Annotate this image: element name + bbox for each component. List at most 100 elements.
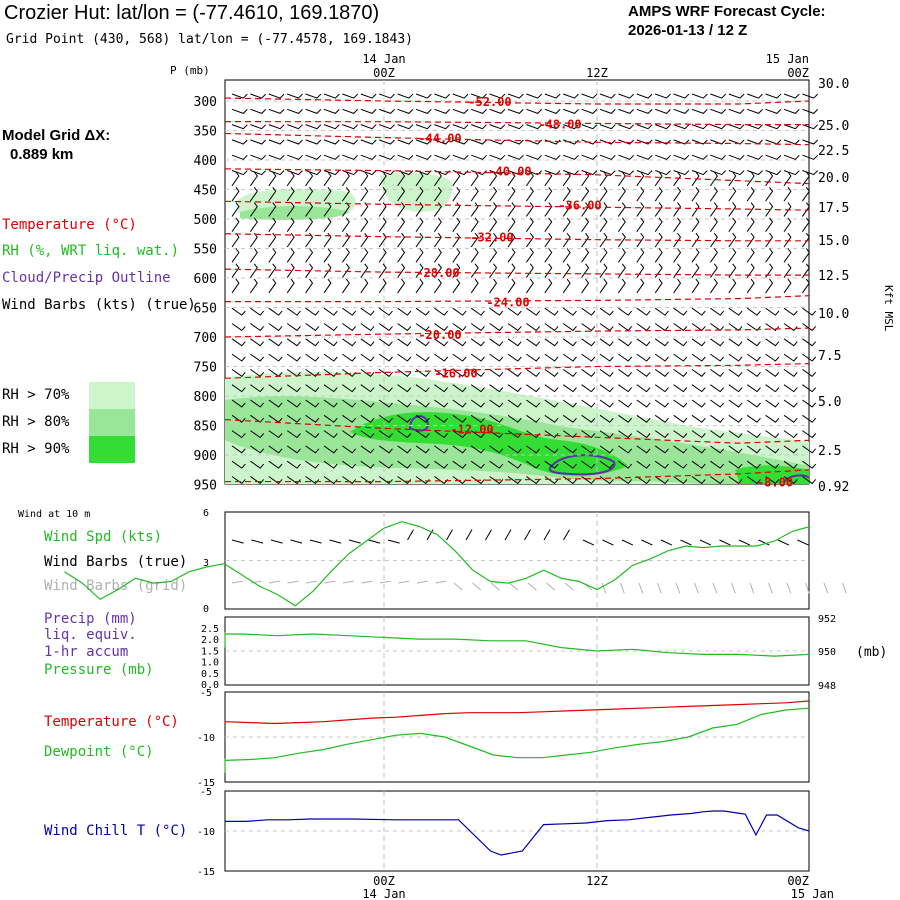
- wind-barb: [489, 170, 506, 176]
- wind-barb: [268, 384, 283, 393]
- wind-barb: [286, 171, 295, 187]
- wind-barb: [801, 263, 810, 278]
- wind-barb: [305, 414, 320, 423]
- wind-barb: [489, 187, 498, 202]
- wind-barb-grid: [268, 580, 280, 584]
- wind-barb: [802, 353, 817, 362]
- pressure-tick-450: 450: [194, 184, 217, 199]
- wind-barb: [433, 217, 442, 232]
- wind-barb: [544, 353, 559, 362]
- wind-barb: [360, 307, 375, 316]
- wind-barb: [544, 460, 559, 469]
- wind-barb: [526, 323, 541, 332]
- wind-barb: [250, 445, 265, 454]
- wind-barb-grid: [490, 582, 500, 591]
- wind-barb: [231, 170, 248, 176]
- wind-barb: [673, 323, 688, 332]
- wind-barb: [507, 108, 524, 114]
- wind-barb: [544, 202, 553, 217]
- wind-barb: [489, 154, 506, 160]
- pressure-unit-label: (mb): [856, 645, 887, 660]
- wind-barb: [287, 93, 303, 99]
- wind-barb: [378, 476, 393, 485]
- wind-barb: [765, 384, 780, 393]
- wind-barb: [526, 124, 543, 130]
- wind-barb: [654, 414, 669, 423]
- wind-chill-panel: -5 -10 -15: [197, 787, 810, 878]
- wind-barb: [562, 445, 577, 454]
- wind-barb: [452, 368, 467, 377]
- precip-tick-1.5: 1.5: [201, 646, 219, 657]
- wind-barb: [526, 399, 541, 408]
- wind-barb: [250, 338, 265, 347]
- wind-barb: [379, 93, 395, 99]
- wind-barb: [415, 353, 430, 362]
- wind-barb: [746, 263, 755, 278]
- wind-barb: [599, 232, 608, 248]
- pressure-tick-750: 750: [194, 361, 217, 376]
- temperature-contour--20: [224, 327, 810, 338]
- wind-barb: [599, 187, 608, 202]
- wind-barb: [470, 384, 485, 393]
- wind-barb: [452, 307, 467, 316]
- wind-barb: [433, 232, 442, 248]
- wind-barb: [268, 460, 283, 469]
- wind-barb: [581, 139, 598, 145]
- wind-barb: [268, 187, 277, 202]
- wind-barb: [268, 171, 277, 187]
- wind-barb: [305, 217, 314, 232]
- wind-barb: [599, 171, 608, 187]
- wind-barb: [783, 232, 792, 248]
- wind-barb: [765, 187, 774, 202]
- wind-barb: [544, 323, 559, 332]
- wind-barb: [562, 430, 577, 439]
- wind-barb: [710, 384, 725, 393]
- wind-barb: [341, 232, 350, 248]
- wind-barb: [250, 93, 267, 99]
- dewpoint-line: [224, 707, 810, 773]
- wind-barb: [654, 430, 669, 439]
- wind-barb: [268, 263, 277, 278]
- wind-barb: [452, 384, 467, 393]
- wind-barb: [323, 263, 332, 278]
- temperature-contour--16: [224, 363, 810, 379]
- wind-barb: [581, 384, 596, 393]
- wind-barb-true: [231, 539, 244, 544]
- wind-barb: [746, 430, 761, 439]
- wind-barb: [765, 353, 780, 362]
- wind-barbs-grid-row: [231, 580, 847, 594]
- wind-barb: [507, 323, 522, 332]
- wind-barb: [507, 368, 522, 377]
- wind-barb: [801, 278, 810, 294]
- wind-barb: [710, 108, 727, 114]
- precip-tick-2.0: 2.0: [201, 635, 219, 646]
- wind-barb: [323, 232, 332, 248]
- wind-barb: [673, 232, 682, 248]
- wind-barb: [691, 139, 708, 145]
- wind-barb: [268, 353, 283, 362]
- wind-barb: [470, 368, 485, 377]
- wind-barb: [323, 430, 338, 439]
- wind-barb: [636, 368, 651, 377]
- wind-barb: [746, 353, 761, 362]
- wind-barb: [636, 108, 653, 114]
- wind-barb: [452, 399, 467, 408]
- wind-barb: [470, 338, 485, 347]
- wind-barb: [231, 476, 246, 485]
- wind-barb: [452, 171, 461, 187]
- wind-barb: [378, 263, 387, 278]
- wind-barb: [378, 187, 387, 202]
- wind-barb: [654, 399, 669, 408]
- wind-barb: [342, 108, 359, 114]
- wind-ytick-6: 6: [203, 508, 209, 519]
- wind-barb: [599, 170, 616, 176]
- wind-barb: [802, 399, 817, 408]
- wind-barb: [415, 323, 430, 332]
- page-title: Crozier Hut: lat/lon = (-77.4610, 169.18…: [4, 2, 380, 24]
- wind-barb: [452, 460, 467, 469]
- wind-barb: [783, 338, 798, 347]
- wind-barb: [636, 399, 651, 408]
- wind-barb: [746, 232, 755, 248]
- wind-barb: [434, 399, 449, 408]
- temperature-dewpoint-panel: -5 -10 -15: [197, 688, 810, 789]
